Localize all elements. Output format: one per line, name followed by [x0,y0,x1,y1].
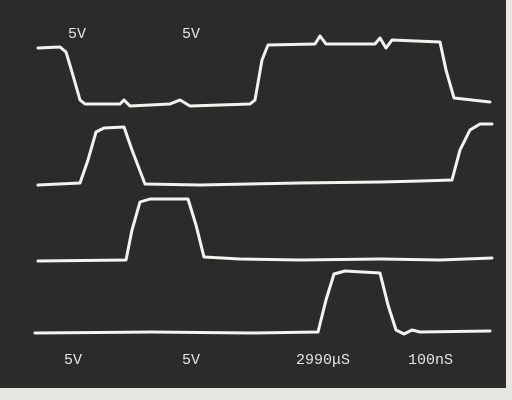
top-label: 5V [182,26,200,43]
scope-screen [0,0,506,388]
page: 5V 5V 5V 5V 2990μS 100nS (() => { const … [0,0,512,400]
scope-photo: 5V 5V 5V 5V 2990μS 100nS [0,0,512,400]
bottom-label: 5V [64,352,82,369]
top-label: 5V [68,26,86,43]
bottom-label: 100nS [408,352,453,369]
bottom-label: 5V [182,352,200,369]
bottom-label: 2990μS [296,352,350,369]
